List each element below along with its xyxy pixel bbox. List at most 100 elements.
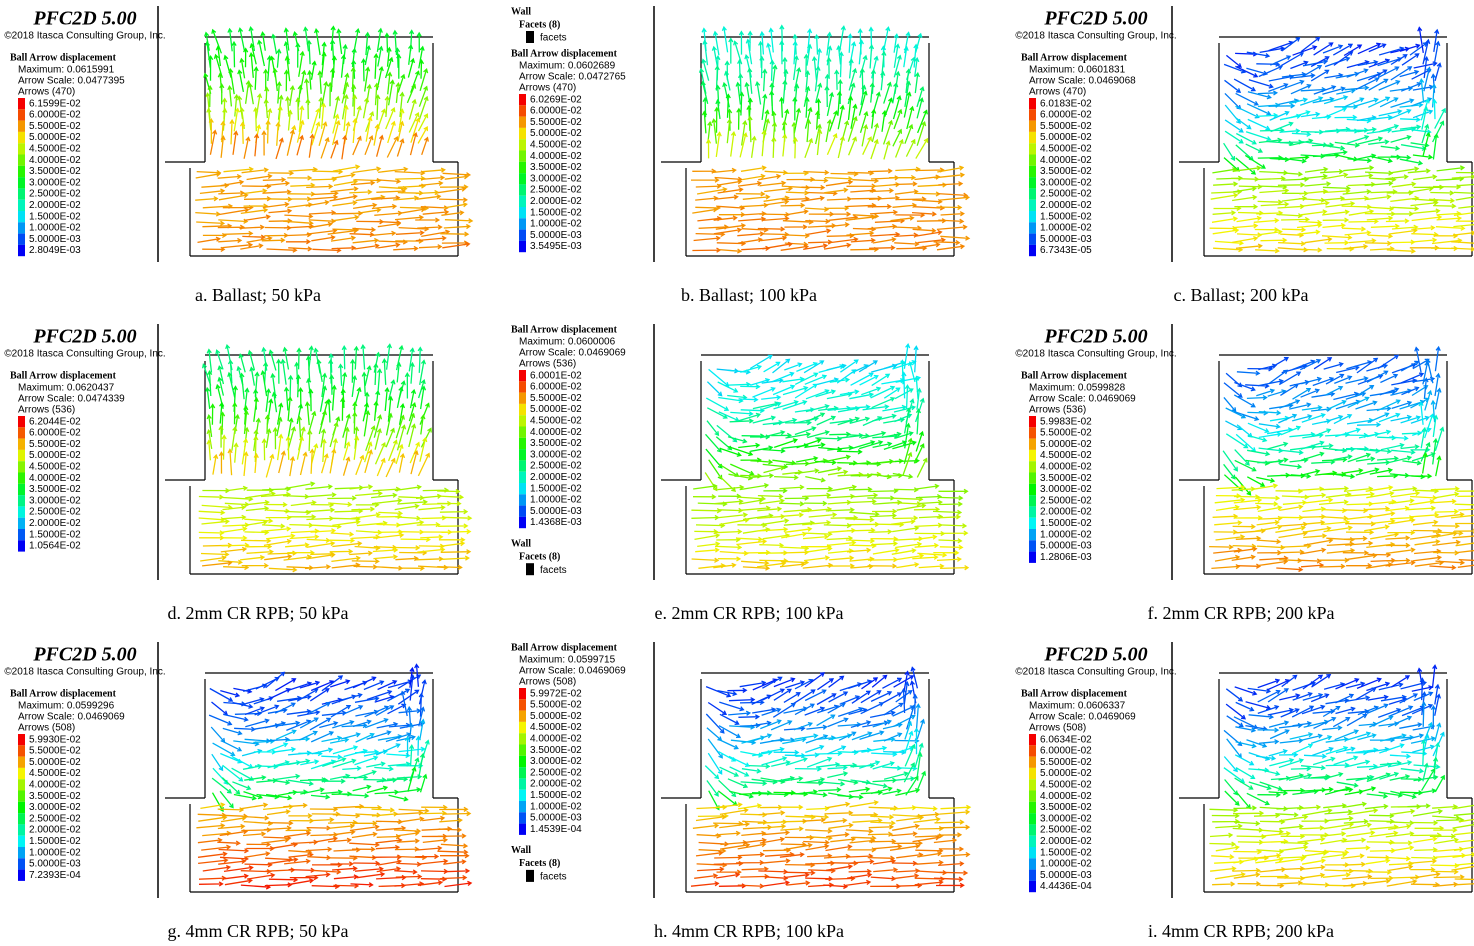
displacement-arrow: [1257, 704, 1280, 715]
displacement-arrow: [1235, 157, 1257, 175]
displacement-arrow: [870, 814, 895, 820]
legend-level: 1.0000E-02: [29, 847, 81, 858]
legend-maximum: Maximum: 0.0599828: [1029, 383, 1126, 394]
displacement-arrow: [444, 880, 473, 888]
displacement-arrow: [1433, 827, 1458, 833]
displacement-arrow: [340, 397, 346, 421]
displacement-arrow: [394, 846, 420, 852]
displacement-arrow: [318, 121, 328, 146]
displacement-arrow: [354, 696, 380, 703]
displacement-arrow: [1385, 535, 1411, 541]
displacement-arrow: [283, 802, 308, 809]
displacement-arrow: [253, 66, 259, 90]
displacement-arrow: [1279, 693, 1301, 701]
displacement-arrow: [815, 82, 823, 104]
displacement-arrow: [333, 179, 359, 187]
legend-swatch: [18, 517, 25, 529]
displacement-arrow: [307, 69, 313, 90]
displacement-arrow: [332, 200, 358, 207]
displacement-arrow: [913, 43, 919, 68]
displacement-arrow: [243, 451, 249, 477]
displacement-arrow: [1434, 508, 1459, 515]
legend-swatch: [519, 195, 526, 207]
displacement-arrow: [1254, 828, 1284, 835]
displacement-arrow: [228, 68, 235, 95]
displacement-arrow: [1234, 204, 1259, 210]
displacement-arrow: [889, 174, 917, 181]
displacement-arrow: [1259, 188, 1290, 194]
legend-maximum: Maximum: 0.0599715: [519, 655, 616, 666]
displacement-arrow: [1379, 387, 1400, 396]
displacement-arrow: [1278, 752, 1299, 758]
displacement-arrow: [939, 544, 964, 550]
legend-swatch: [1029, 449, 1036, 462]
displacement-arrow: [374, 428, 382, 450]
displacement-arrow: [794, 426, 817, 436]
displacement-arrow: [872, 441, 893, 449]
displacement-arrow: [745, 38, 753, 65]
displacement-arrow: [1345, 681, 1366, 689]
displacement-arrow: [713, 860, 744, 867]
displacement-arrow: [320, 789, 343, 795]
displacement-arrow: [1256, 544, 1286, 551]
legend-swatch: [519, 94, 526, 106]
displacement-arrow: [288, 852, 314, 858]
displacement-arrow: [330, 186, 359, 193]
displacement-arrow: [805, 546, 833, 553]
displacement-arrow: [1342, 874, 1373, 880]
displacement-arrow: [1344, 230, 1372, 236]
displacement-arrow: [1297, 558, 1322, 564]
legend-arrow-scale: Arrow Scale: 0.0469069: [1029, 394, 1136, 405]
displacement-arrow: [760, 719, 782, 730]
displacement-arrow: [823, 523, 852, 529]
legend-swatch: [519, 116, 526, 128]
displacement-arrow: [375, 94, 381, 120]
displacement-arrow: [197, 236, 221, 244]
displacement-arrow: [332, 164, 361, 172]
displacement-arrow: [1357, 127, 1377, 133]
displacement-arrow: [308, 221, 333, 229]
displacement-arrow: [217, 365, 225, 385]
displacement-arrow: [329, 374, 335, 395]
displacement-arrow: [751, 733, 773, 743]
legend-level: 2.0000E-02: [29, 518, 81, 529]
displacement-arrow: [859, 110, 869, 133]
displacement-arrow: [376, 721, 399, 729]
legend-swatch: [519, 460, 526, 472]
displacement-arrow: [1369, 715, 1394, 728]
displacement-arrow: [803, 169, 830, 176]
displacement-arrow: [870, 68, 877, 94]
displacement-arrow: [421, 810, 447, 816]
displacement-arrow: [408, 722, 414, 743]
displacement-arrow: [320, 453, 329, 474]
displacement-arrow: [1301, 376, 1323, 385]
displacement-arrow: [916, 860, 944, 866]
legend-level: 5.5000E-02: [1040, 757, 1092, 768]
displacement-arrow: [740, 165, 767, 172]
displacement-arrow: [804, 96, 810, 118]
displacement-arrow: [1378, 80, 1401, 91]
displacement-arrow: [440, 843, 469, 849]
displacement-arrow: [1430, 399, 1436, 423]
displacement-arrow: [784, 224, 808, 230]
displacement-arrow: [265, 388, 271, 412]
displacement-arrow: [349, 550, 373, 556]
displacement-arrow: [807, 228, 832, 236]
displacement-arrow: [1258, 65, 1284, 78]
displacement-arrow: [847, 115, 858, 142]
software-title: PFC2D 5.00: [1043, 326, 1147, 348]
displacement-arrow: [305, 507, 336, 513]
displacement-arrow: [234, 413, 240, 435]
displacement-arrow: [1390, 154, 1412, 161]
displacement-arrow: [761, 216, 790, 222]
legend-level: 6.0000E-02: [1040, 110, 1092, 121]
displacement-arrow: [804, 137, 814, 159]
displacement-arrow: [393, 195, 420, 201]
displacement-arrow: [1368, 96, 1391, 108]
displacement-arrow: [1386, 211, 1414, 217]
displacement-arrow: [374, 789, 400, 795]
displacement-arrow: [893, 43, 901, 68]
displacement-arrow: [373, 82, 380, 106]
displacement-arrow: [713, 227, 743, 235]
displacement-arrow: [263, 825, 292, 831]
